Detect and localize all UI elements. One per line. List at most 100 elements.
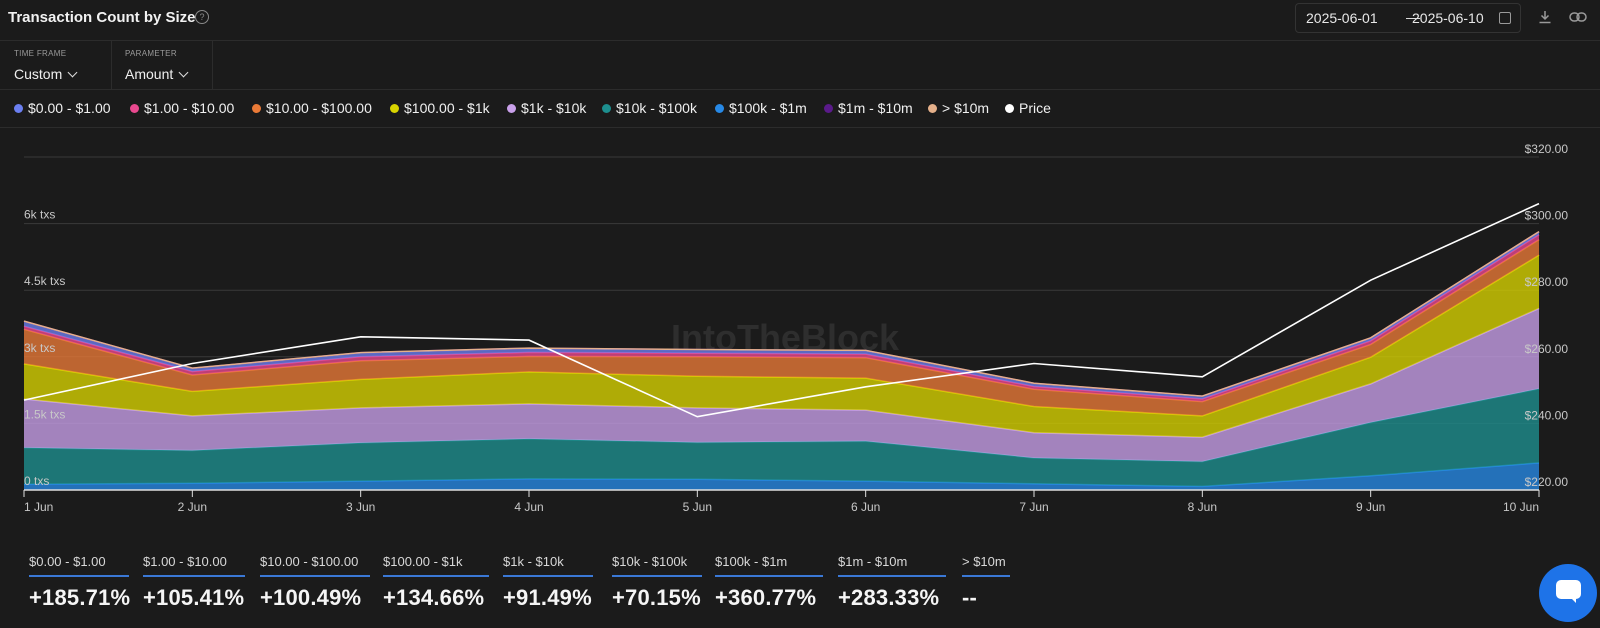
- stat-label: $100.00 - $1k: [383, 554, 489, 577]
- legend-dot: [390, 104, 399, 113]
- stat-item: $0.00 - $1.00 +185.71%: [29, 554, 131, 611]
- legend-item[interactable]: $10k - $100k: [602, 100, 697, 116]
- date-from[interactable]: 2025-06-01: [1306, 10, 1378, 26]
- time-frame-dropdown[interactable]: TIME FRAME Custom: [0, 41, 112, 89]
- x-tick-label: 5 Jun: [683, 500, 712, 514]
- stat-label: $10.00 - $100.00: [260, 554, 370, 577]
- area--100-00-1k: [24, 255, 1539, 438]
- stat-value: +185.71%: [29, 585, 131, 610]
- legend-dot: [252, 104, 261, 113]
- y-right-tick-label: $280.00: [1525, 275, 1569, 289]
- stat-value: +105.41%: [143, 585, 245, 610]
- download-icon[interactable]: [1538, 10, 1552, 24]
- legend-label: $10k - $100k: [616, 100, 697, 116]
- calendar-icon[interactable]: [1499, 12, 1511, 24]
- area--10k-100k: [24, 388, 1539, 487]
- chart-title: Transaction Count by Size: [8, 9, 196, 26]
- x-tick-label: 7 Jun: [1019, 500, 1048, 514]
- stat-label: $1k - $10k: [503, 554, 593, 577]
- legend-label: $0.00 - $1.00: [28, 100, 111, 116]
- chart-header: Transaction Count by Size ? 2025-06-01 —…: [0, 0, 1600, 41]
- y-right-tick-label: $220.00: [1525, 475, 1569, 489]
- legend-item[interactable]: $1.00 - $10.00: [130, 100, 234, 116]
- stat-value: +283.33%: [838, 585, 940, 610]
- legend-item[interactable]: > $10m: [928, 100, 989, 116]
- legend-item[interactable]: $0.00 - $1.00: [14, 100, 111, 116]
- legend-item[interactable]: $100.00 - $1k: [390, 100, 490, 116]
- y-left-tick-label: 4.5k txs: [24, 274, 65, 288]
- stat-value: +134.66%: [383, 585, 485, 610]
- stat-label: $1.00 - $10.00: [143, 554, 245, 577]
- x-tick-label: 3 Jun: [346, 500, 375, 514]
- stat-item: $100k - $1m +360.77%: [715, 554, 823, 611]
- legend-item[interactable]: Price: [1005, 100, 1051, 116]
- y-left-tick-label: 6k txs: [24, 208, 55, 222]
- legend-label: $100k - $1m: [729, 100, 807, 116]
- area--1k-10k: [24, 308, 1539, 462]
- x-tick-label: 2 Jun: [178, 500, 207, 514]
- legend-item[interactable]: $100k - $1m: [715, 100, 807, 116]
- y-right-tick-label: $260.00: [1525, 342, 1569, 356]
- chevron-down-icon: [178, 67, 189, 78]
- legend-dot: [14, 104, 23, 113]
- stat-label: $1m - $10m: [838, 554, 946, 577]
- legend-label: > $10m: [942, 100, 990, 116]
- legend-item[interactable]: $10.00 - $100.00: [252, 100, 372, 116]
- y-right-tick-label: $320.00: [1525, 142, 1569, 156]
- time-frame-select[interactable]: Custom: [14, 66, 78, 82]
- stat-item: $10.00 - $100.00 +100.49%: [260, 554, 370, 611]
- legend-item[interactable]: $1k - $10k: [507, 100, 586, 116]
- legend-dot: [928, 104, 937, 113]
- area--100k-1m: [24, 462, 1539, 490]
- help-icon[interactable]: ?: [195, 10, 209, 24]
- x-tick-label: 9 Jun: [1356, 500, 1385, 514]
- legend-label: $10.00 - $100.00: [266, 100, 372, 116]
- parameter-select[interactable]: Amount: [125, 66, 189, 82]
- y-right-tick-label: $240.00: [1525, 408, 1569, 422]
- y-left-tick-label: 0 txs: [24, 474, 49, 488]
- stat-label: $100k - $1m: [715, 554, 823, 577]
- parameter-value: Amount: [125, 66, 174, 82]
- stat-value: +91.49%: [503, 585, 592, 610]
- price-line: [23, 202, 1540, 418]
- stat-value: +360.77%: [715, 585, 817, 610]
- link-icon[interactable]: [1569, 11, 1587, 23]
- y-left-tick-label: 1.5k txs: [24, 407, 65, 421]
- x-tick-label: 6 Jun: [851, 500, 880, 514]
- date-to[interactable]: 2025-06-10: [1412, 10, 1484, 26]
- stat-label: $10k - $100k: [612, 554, 702, 577]
- legend-label: $100.00 - $1k: [404, 100, 490, 116]
- y-right-tick-label: $300.00: [1525, 209, 1569, 223]
- date-range-picker[interactable]: 2025-06-01 — 2025-06-10: [1295, 3, 1521, 33]
- legend-label: $1m - $10m: [838, 100, 913, 116]
- stat-item: $100.00 - $1k +134.66%: [383, 554, 489, 611]
- legend-dot: [507, 104, 516, 113]
- stats-row: $0.00 - $1.00 +185.71% $1.00 - $10.00 +105…: [0, 548, 1600, 618]
- stat-item: $1.00 - $10.00 +105.41%: [143, 554, 245, 611]
- time-frame-value: Custom: [14, 66, 63, 82]
- area--10-00-100-00: [24, 239, 1539, 416]
- stat-item: $1m - $10m +283.33%: [838, 554, 946, 611]
- chat-button[interactable]: [1539, 564, 1597, 622]
- chat-icon: [1556, 580, 1581, 603]
- legend-item[interactable]: $1m - $10m: [824, 100, 913, 116]
- legend-dot: [824, 104, 833, 113]
- time-frame-label: TIME FRAME: [14, 49, 67, 58]
- legend-dot: [715, 104, 724, 113]
- legend-dot: [130, 104, 139, 113]
- parameter-dropdown[interactable]: PARAMETER Amount: [111, 41, 213, 89]
- y-left-tick-label: 3k txs: [24, 341, 55, 355]
- stat-item: $1k - $10k +91.49%: [503, 554, 593, 611]
- stat-value: +100.49%: [260, 585, 362, 610]
- legend-label: $1k - $10k: [521, 100, 587, 116]
- stat-item: > $10m --: [962, 554, 1010, 611]
- legend-dot: [1005, 104, 1014, 113]
- stat-label: > $10m: [962, 554, 1010, 577]
- x-tick-label: 8 Jun: [1188, 500, 1217, 514]
- x-tick-label: 4 Jun: [514, 500, 543, 514]
- legend-dot: [602, 104, 611, 113]
- chart-controls: TIME FRAME Custom PARAMETER Amount: [0, 41, 1600, 90]
- parameter-label: PARAMETER: [125, 49, 177, 58]
- stat-item: $10k - $100k +70.15%: [612, 554, 702, 611]
- chart-legend: $0.00 - $1.00 $1.00 - $10.00 $10.00 - $1…: [0, 90, 1600, 128]
